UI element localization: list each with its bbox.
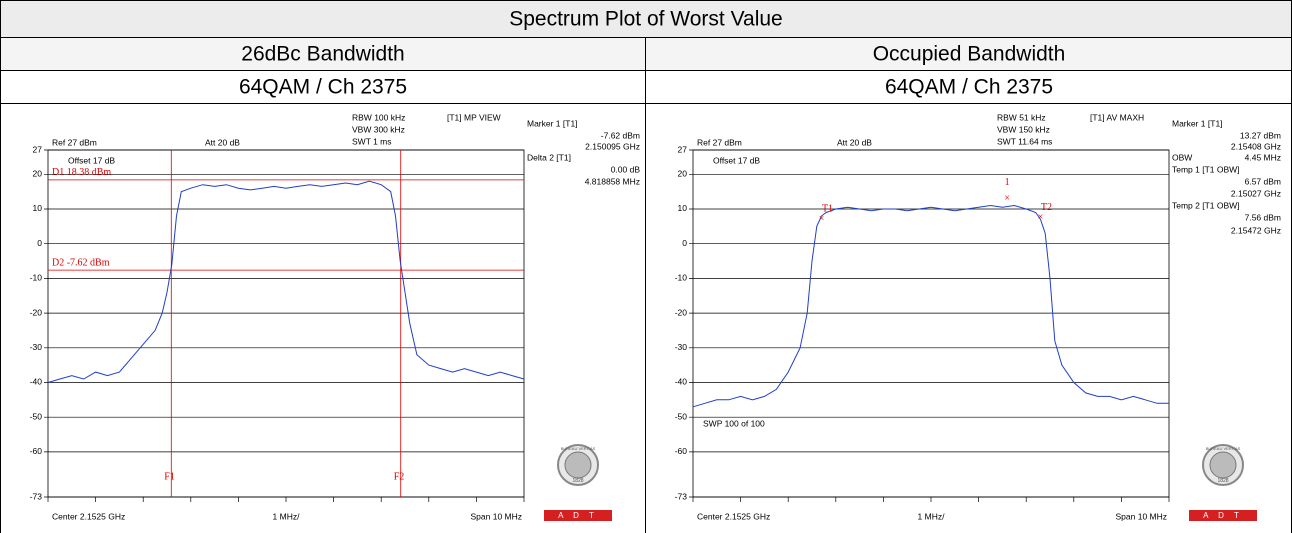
annotation: 2.15472 GHz (1231, 225, 1281, 235)
annotation: Ref 27 dBm (52, 137, 97, 147)
annotation: [T1] MP VIEW (447, 112, 501, 122)
marker-symbol: × (1004, 193, 1010, 204)
annotation: -7.62 dBm (601, 130, 640, 140)
display-line-label: D1 18.38 dBm (52, 167, 111, 178)
mode-label: 64QAM / Ch 2375 (885, 76, 1053, 99)
y-tick-label: -10 (30, 273, 43, 283)
y-tick-label: 27 (33, 144, 43, 154)
annotation: 0.00 dB (611, 164, 641, 174)
marker-symbol: × (819, 214, 825, 225)
y-tick-label: -10 (675, 273, 688, 283)
annotation: Center 2.1525 GHz (697, 511, 770, 521)
annotation: 2.15408 GHz (1231, 141, 1281, 151)
column-header: Occupied Bandwidth (873, 43, 1066, 66)
annotation: 7.56 dBm (1245, 212, 1281, 222)
annotation: Ref 27 dBm (697, 137, 742, 147)
logo-bar (1189, 510, 1257, 521)
annotation: Marker 1 [T1] (527, 118, 578, 128)
y-tick-label: 20 (678, 169, 688, 179)
logo-brand: A D T (1203, 511, 1243, 520)
y-tick-label: -60 (675, 446, 688, 456)
frequency-line-label: F1 (164, 471, 175, 482)
annotation: 1 MHz/ (273, 511, 301, 521)
y-tick-label: -73 (675, 491, 688, 501)
y-tick-label: -60 (30, 446, 43, 456)
annotation: VBW 300 kHz (352, 124, 405, 134)
annotation: 1 MHz/ (918, 511, 946, 521)
mode-cell (645, 70, 1292, 104)
annotation: Offset 17 dB (68, 155, 115, 165)
annotation: Delta 2 [T1] (527, 152, 571, 162)
table-title: Spectrum Plot of Worst Value (509, 8, 783, 31)
trace (47, 180, 525, 383)
annotation: Offset 17 dB (713, 155, 760, 165)
y-tick-label: 10 (678, 203, 688, 213)
annotation: Span 10 MHz (1116, 511, 1168, 521)
annotation: Marker 1 [T1] (1172, 118, 1223, 128)
frequency-line-label: F2 (394, 471, 405, 482)
y-tick-label: -50 (30, 411, 43, 421)
display-line-label: D2 -7.62 dBm (52, 257, 110, 268)
annotation: SWT 1 ms (352, 136, 392, 146)
logo-seal-inner (1209, 451, 1237, 479)
y-tick-label: 27 (678, 144, 688, 154)
annotation: [T1] AV MAXH (1090, 112, 1144, 122)
annotation: 2.150095 GHz (585, 141, 640, 151)
annotation: RBW 51 kHz (997, 112, 1046, 122)
marker-label: T1 (822, 204, 833, 215)
annotation: SWP 100 of 100 (703, 418, 765, 428)
marker-label: T2 (1041, 202, 1052, 213)
y-tick-label: -40 (675, 377, 688, 387)
annotation: SWT 11.64 ms (997, 136, 1052, 146)
marker-symbol: × (1038, 212, 1044, 223)
header-cell (0, 37, 646, 71)
annotation: Att 20 dB (205, 137, 240, 147)
annotation: 6.57 dBm (1245, 176, 1281, 186)
y-tick-label: -73 (30, 491, 43, 501)
header-cell (645, 37, 1292, 71)
marker-label: 1 (1005, 177, 1010, 188)
annotation: 13.27 dBm (1240, 130, 1281, 140)
annotation: Temp 1 [T1 OBW] (1172, 164, 1240, 174)
logo-name: BUREAU VERITAS (1206, 446, 1241, 451)
annotation: Temp 2 [T1 OBW] (1172, 200, 1240, 210)
logo: BUREAU VERITAS 1828 A D T (1189, 444, 1257, 521)
logo-year: 1828 (572, 478, 583, 484)
y-tick-label: -50 (675, 411, 688, 421)
y-tick-label: -30 (675, 342, 688, 352)
annotation: OBW (1172, 152, 1192, 162)
logo: BUREAU VERITAS 1828 A D T (544, 444, 612, 521)
annotation: RBW 100 kHz (352, 112, 405, 122)
y-tick-label: -30 (30, 342, 43, 352)
y-tick-label: -20 (30, 307, 43, 317)
annotation: 2.15027 GHz (1231, 188, 1281, 198)
y-tick-label: -40 (30, 377, 43, 387)
annotation: Att 20 dB (837, 137, 872, 147)
mode-label: 64QAM / Ch 2375 (239, 76, 407, 99)
annotation: 4.45 MHz (1245, 152, 1281, 162)
y-tick-label: 20 (33, 169, 43, 179)
y-tick-label: 0 (682, 238, 687, 248)
title-cell (0, 0, 1292, 38)
trace (692, 204, 1169, 408)
logo-name: BUREAU VERITAS (561, 446, 596, 451)
annotation: Span 10 MHz (471, 511, 523, 521)
y-tick-label: 0 (37, 238, 42, 248)
logo-seal-inner (564, 451, 592, 479)
logo-brand: A D T (558, 511, 598, 520)
annotation: Center 2.1525 GHz (52, 511, 125, 521)
y-tick-label: -20 (675, 307, 688, 317)
logo-bar (544, 510, 612, 521)
mode-cell (0, 70, 646, 104)
column-header: 26dBc Bandwidth (241, 43, 404, 66)
annotation: 4.818858 MHz (585, 176, 640, 186)
annotation: VBW 150 kHz (997, 124, 1050, 134)
logo-year: 1828 (1217, 478, 1228, 484)
y-tick-label: 10 (33, 203, 43, 213)
